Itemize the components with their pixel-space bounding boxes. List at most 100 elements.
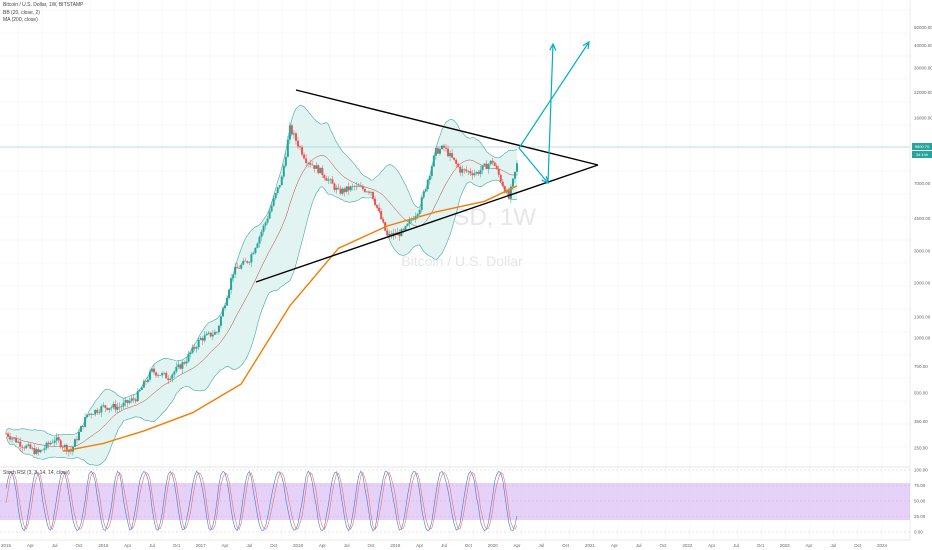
candle-body <box>163 372 166 374</box>
candle-body <box>272 198 275 206</box>
candle-body <box>75 439 78 441</box>
candle-body <box>25 445 28 449</box>
candle-body <box>211 334 214 337</box>
candle-body <box>402 229 405 231</box>
bollinger-band-fill <box>6 105 517 466</box>
candle-body <box>292 133 295 135</box>
candle-body <box>250 254 253 263</box>
candle-body <box>17 441 20 443</box>
projection-up-leg-1 <box>547 43 554 184</box>
candle-body <box>5 433 7 435</box>
y-axis-tick-label: 16000.00 <box>914 116 932 121</box>
candle-body <box>110 407 113 409</box>
candlestick-series <box>5 121 518 457</box>
x-axis-tick-label: 2019 <box>390 543 401 548</box>
osc-level-label: 0.00 <box>914 530 923 535</box>
candle-body <box>404 226 407 231</box>
candle-body <box>505 190 508 193</box>
candle-body <box>86 414 89 418</box>
candle-body <box>11 438 14 440</box>
candle-body <box>471 173 474 176</box>
candle-body <box>303 154 306 159</box>
candle-body <box>313 165 316 169</box>
triangle-lower-trendline[interactable] <box>255 164 599 283</box>
candle-body <box>329 179 332 180</box>
candle-body <box>455 159 458 164</box>
projection-arrows[interactable] <box>518 40 590 185</box>
candle-body <box>155 372 158 376</box>
x-axis-tick-label: Oct <box>659 543 667 548</box>
candle-body <box>475 172 478 174</box>
x-axis-tick-label: Jul <box>344 543 350 548</box>
candle-body <box>171 374 174 379</box>
candle-body <box>240 264 243 269</box>
candle-body <box>278 185 281 188</box>
candle-body <box>299 146 302 148</box>
candle-body <box>319 167 322 174</box>
candle-body <box>219 316 222 326</box>
legend-ma[interactable]: MA (200, close) <box>3 17 38 23</box>
candle-body <box>479 170 482 174</box>
x-axis-tick-label: Apr <box>27 543 35 548</box>
y-axis-ticks[interactable]: 50000.00 40000.00 30000.00 22000.00 16000.00… <box>914 25 932 450</box>
candle-body <box>266 218 269 223</box>
candle-body <box>323 174 326 179</box>
candle-body <box>311 164 314 166</box>
candle-body <box>136 391 139 402</box>
candle-body <box>195 347 198 349</box>
candle-body <box>90 413 93 415</box>
y-axis-tick-label: 7000.00 <box>914 181 931 186</box>
y-axis-tick-label: 1000.00 <box>914 336 931 341</box>
candle-body <box>51 442 54 444</box>
legend-symbol[interactable]: Bitcoin / U.S. Dollar, 1W, BITSTAMP <box>3 2 84 8</box>
candle-body <box>374 198 377 206</box>
triangle-upper-trendline[interactable] <box>295 89 599 166</box>
candle-body <box>88 413 91 415</box>
candle-body <box>367 191 370 193</box>
y-axis-tick-label: 4500.00 <box>914 216 931 221</box>
legend-bb[interactable]: BB (20, close, 2) <box>3 9 40 16</box>
candle-body <box>262 225 265 232</box>
candle-body <box>13 438 16 439</box>
candle-body <box>191 347 194 353</box>
candle-body <box>124 400 127 403</box>
candle-body <box>301 147 304 155</box>
candle-body <box>96 409 99 413</box>
candle-body <box>388 233 391 236</box>
candle-body <box>53 440 56 443</box>
x-axis-tick-label: Apr <box>513 543 521 548</box>
candle-body <box>420 197 423 210</box>
candle-body <box>438 149 441 154</box>
candle-body <box>203 335 206 341</box>
candle-body <box>45 442 48 449</box>
candle-body <box>290 125 293 135</box>
candle-body <box>244 260 247 262</box>
x-axis-ticks[interactable]: 2015 Apr Jul Oct 2016 Apr Jul Oct 2017 Apr Jul Oct 2… <box>1 543 888 548</box>
y-axis-tick-label: 3000.00 <box>914 248 931 253</box>
candle-body <box>507 190 510 199</box>
candle-body <box>315 165 318 169</box>
candle-body <box>213 331 216 335</box>
candle-body <box>228 289 231 299</box>
stoch-rsi-legend[interactable]: Stoch RSI (3, 3, 14, 14, close) <box>3 470 70 476</box>
candle-body <box>15 438 18 443</box>
candle-body <box>207 332 210 334</box>
x-axis-tick-label: Apr <box>708 543 716 548</box>
candle-body <box>453 157 456 160</box>
candle-body <box>376 205 379 208</box>
candle-body <box>82 426 85 427</box>
y-axis-tick-label: 50000.00 <box>914 25 932 30</box>
candle-body <box>335 187 338 190</box>
candle-body <box>443 145 445 148</box>
y-axis-tick-label: 2000.00 <box>914 281 931 286</box>
candle-body <box>67 450 70 452</box>
x-axis-tick-label: Oct <box>173 543 181 548</box>
candle-body <box>359 186 362 188</box>
x-axis-tick-label: Apr <box>611 543 619 548</box>
candle-body <box>343 188 346 192</box>
osc-level-ticks: 100.00 75.00 50.00 25.00 0.00 <box>0 468 928 535</box>
candle-body <box>321 167 324 175</box>
candle-body <box>92 414 95 416</box>
candle-body <box>177 364 180 367</box>
